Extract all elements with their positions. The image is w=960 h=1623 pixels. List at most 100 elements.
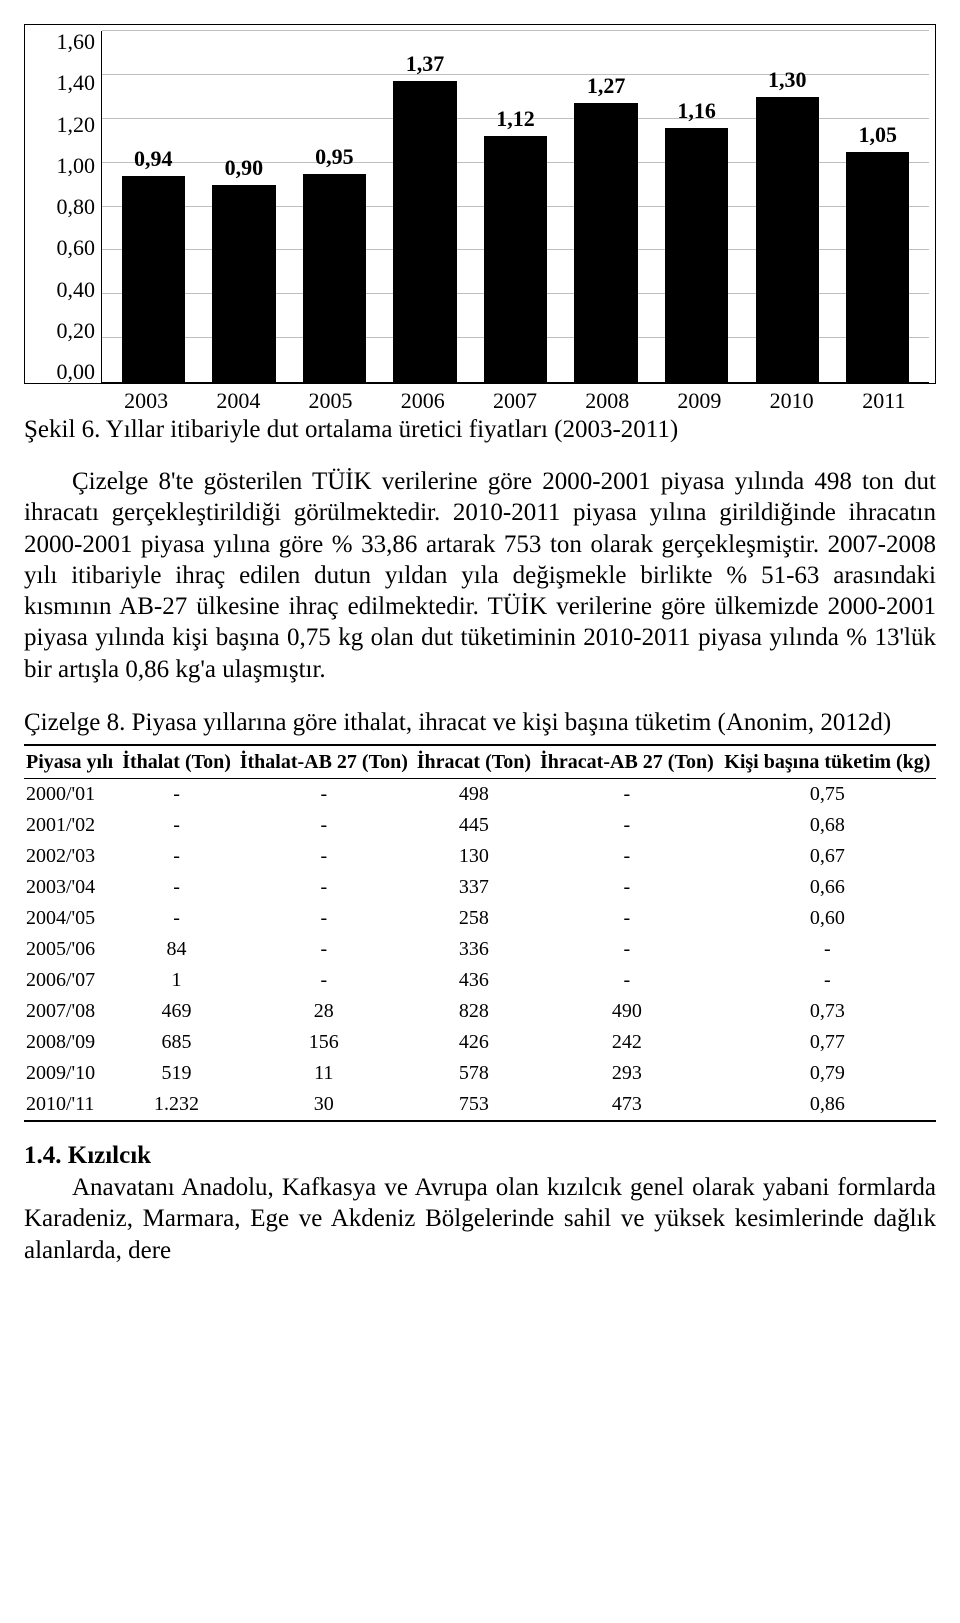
table-row: 2008/'096851564262420,77: [24, 1027, 936, 1058]
table-cell: -: [535, 810, 719, 841]
y-tick: 1,20: [57, 114, 96, 136]
table-cell: 436: [413, 965, 535, 996]
table-row: 2004/'05--258-0,60: [24, 903, 936, 934]
table-cell: 2003/'04: [24, 872, 118, 903]
y-tick: 0,00: [57, 361, 96, 383]
bar: 1,12: [470, 31, 561, 382]
table-cell: 337: [413, 872, 535, 903]
bar: 1,30: [742, 31, 833, 382]
bar-value-label: 1,12: [470, 106, 561, 132]
table-cell: 1.232: [118, 1089, 235, 1121]
x-tick-label: 2006: [377, 384, 469, 414]
bar-chart: 1,60 1,40 1,20 1,00 0,80 0,60 0,40 0,20 …: [24, 24, 936, 384]
table-cell: 0,73: [719, 996, 936, 1027]
col-header: İthalat-AB 27 (Ton): [235, 745, 413, 779]
table-cell: 828: [413, 996, 535, 1027]
table-cell: -: [535, 841, 719, 872]
bar-rect: [846, 152, 909, 382]
table-cell: -: [235, 934, 413, 965]
table-cell: 490: [535, 996, 719, 1027]
y-tick: 0,60: [57, 237, 96, 259]
table-cell: 2000/'01: [24, 779, 118, 811]
table-cell: 2009/'10: [24, 1058, 118, 1089]
table-cell: -: [719, 965, 936, 996]
x-tick-label: 2005: [284, 384, 376, 414]
table-cell: -: [118, 779, 235, 811]
y-axis: 1,60 1,40 1,20 1,00 0,80 0,60 0,40 0,20 …: [25, 31, 101, 383]
body-paragraph: Çizelge 8'te gösterilen TÜİK verilerine …: [24, 466, 936, 685]
figure-caption: Şekil 6. Yıllar itibariyle dut ortalama …: [24, 416, 936, 444]
table-cell: 2005/'06: [24, 934, 118, 965]
table-cell: -: [235, 872, 413, 903]
bar-value-label: 1,05: [833, 122, 924, 148]
table-cell: 753: [413, 1089, 535, 1121]
x-tick-label: 2003: [100, 384, 192, 414]
bar-value-label: 0,90: [199, 155, 290, 181]
table-cell: 84: [118, 934, 235, 965]
table-cell: 469: [118, 996, 235, 1027]
table-row: 2006/'071-436--: [24, 965, 936, 996]
table-row: 2001/'02--445-0,68: [24, 810, 936, 841]
bar: 1,27: [561, 31, 652, 382]
table-cell: 426: [413, 1027, 535, 1058]
bar-value-label: 1,30: [742, 67, 833, 93]
table-cell: -: [535, 779, 719, 811]
table-cell: -: [535, 903, 719, 934]
table-cell: 0,66: [719, 872, 936, 903]
bar-rect: [122, 176, 185, 382]
y-tick: 1,00: [57, 155, 96, 177]
table-cell: -: [535, 872, 719, 903]
bar-value-label: 1,16: [651, 98, 742, 124]
x-tick-label: 2011: [838, 384, 930, 414]
table-cell: 0,67: [719, 841, 936, 872]
bar: 0,94: [108, 31, 199, 382]
table-cell: 0,68: [719, 810, 936, 841]
bar: 1,05: [833, 31, 924, 382]
bar: 1,16: [651, 31, 742, 382]
table-cell: 445: [413, 810, 535, 841]
table-row: 2010/'111.232307534730,86: [24, 1089, 936, 1121]
table-cell: 156: [235, 1027, 413, 1058]
table-cell: -: [235, 779, 413, 811]
table-cell: 2004/'05: [24, 903, 118, 934]
table-row: 2009/'10519115782930,79: [24, 1058, 936, 1089]
bar-value-label: 1,27: [561, 73, 652, 99]
chart-plot-area: 0,940,900,951,371,121,271,161,301,05: [101, 31, 929, 383]
bar-value-label: 0,94: [108, 146, 199, 172]
table-row: 2002/'03--130-0,67: [24, 841, 936, 872]
data-table: Piyasa yılı İthalat (Ton) İthalat-AB 27 …: [24, 744, 936, 1122]
table-row: 2007/'08469288284900,73: [24, 996, 936, 1027]
table-row: 2005/'0684-336--: [24, 934, 936, 965]
table-cell: 0,77: [719, 1027, 936, 1058]
table-cell: -: [235, 965, 413, 996]
table-cell: 1: [118, 965, 235, 996]
col-header: Kişi başına tüketim (kg): [719, 745, 936, 779]
x-tick-label: 2008: [561, 384, 653, 414]
y-tick: 1,40: [57, 72, 96, 94]
bar: 0,95: [289, 31, 380, 382]
y-tick: 1,60: [57, 31, 96, 53]
table-cell: -: [118, 810, 235, 841]
table-cell: 685: [118, 1027, 235, 1058]
table-cell: 0,75: [719, 779, 936, 811]
bar-value-label: 0,95: [289, 144, 380, 170]
y-tick: 0,40: [57, 279, 96, 301]
table-cell: 0,86: [719, 1089, 936, 1121]
table-cell: 519: [118, 1058, 235, 1089]
table-cell: -: [535, 934, 719, 965]
bar: 0,90: [199, 31, 290, 382]
table-cell: 2010/'11: [24, 1089, 118, 1121]
table-cell: 2006/'07: [24, 965, 118, 996]
col-header: Piyasa yılı: [24, 745, 118, 779]
table-cell: -: [118, 841, 235, 872]
table-cell: 11: [235, 1058, 413, 1089]
table-cell: -: [535, 965, 719, 996]
table-cell: 498: [413, 779, 535, 811]
table-cell: 28: [235, 996, 413, 1027]
table-cell: -: [719, 934, 936, 965]
section-heading: 1.4. Kızılcık: [24, 1142, 936, 1170]
section-body: Anavatanı Anadolu, Kafkasya ve Avrupa ol…: [24, 1172, 936, 1266]
col-header: İhracat-AB 27 (Ton): [535, 745, 719, 779]
y-tick: 0,80: [57, 196, 96, 218]
x-tick-label: 2009: [653, 384, 745, 414]
